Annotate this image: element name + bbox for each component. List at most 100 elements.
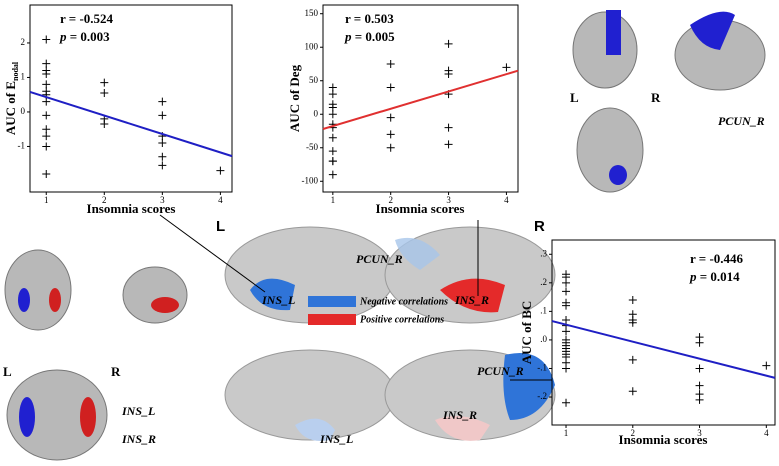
y-tick-label: -1 [18, 141, 26, 151]
data-point [444, 70, 453, 79]
x-tick-label: 1 [44, 195, 49, 205]
legend-label: Positive correlations [360, 314, 444, 325]
data-point [100, 78, 109, 87]
x-tick-label: 2 [631, 428, 636, 438]
r-value: r = 0.503 [345, 11, 394, 26]
hemi-label: R [111, 364, 121, 379]
x-tick-label: 1 [564, 428, 569, 438]
region-label: INS_R [442, 408, 477, 422]
data-point [42, 111, 51, 120]
plot-frame [29, 4, 233, 193]
data-point [628, 387, 637, 396]
p-text: = 0.003 [67, 29, 111, 44]
hemi-label: R [651, 90, 661, 105]
region-label: INS_R [121, 432, 156, 446]
data-point [42, 80, 51, 89]
y-tick-label: 2 [21, 37, 26, 47]
data-point [216, 166, 225, 175]
data-point [562, 287, 571, 296]
region-label: INS_L [261, 293, 295, 307]
p-text: = 0.005 [352, 29, 396, 44]
x-tick-label: 2 [102, 195, 107, 205]
data-point [762, 361, 771, 370]
x-tick-label: 2 [388, 195, 393, 205]
y-axis-label-main: AUC of E [3, 81, 18, 135]
region-label: PCUN_R [718, 114, 765, 128]
data-point [158, 161, 167, 170]
p-symbol: p [689, 269, 697, 284]
data-point [502, 63, 511, 72]
region-label: INS_L [121, 404, 155, 418]
data-point [562, 278, 571, 287]
y-tick-label: .2 [540, 277, 547, 287]
data-point [158, 139, 167, 148]
p-value: p = 0.005 [344, 29, 395, 44]
data-point [562, 398, 571, 407]
data-point [695, 364, 704, 373]
data-point [444, 140, 453, 149]
data-point [695, 381, 704, 390]
data-point [562, 301, 571, 310]
data-point [386, 83, 395, 92]
y-tick-label: -100 [302, 175, 319, 185]
y-tick-label: -.1 [537, 363, 547, 373]
y-axis-label: AUC of Deg [287, 64, 302, 132]
data-point [328, 103, 337, 112]
brain-labels: L R PCUN_R INS_L INS_R Negative correlat… [3, 90, 765, 446]
y-tick-label: 50 [309, 75, 319, 85]
x-tick-label: 1 [331, 195, 336, 205]
fit-line [29, 90, 233, 158]
data-point [328, 133, 337, 142]
y-tick-label: -.2 [537, 391, 547, 401]
p-value: p = 0.003 [59, 29, 110, 44]
y-tick-label: .0 [540, 334, 547, 344]
data-point [628, 355, 637, 364]
y-tick-label: 0 [21, 106, 26, 116]
r-value: r = -0.524 [60, 11, 114, 26]
data-point [42, 97, 51, 106]
data-point [562, 364, 571, 373]
x-tick-label: 4 [764, 428, 769, 438]
data-point [562, 327, 571, 336]
fit-line [551, 320, 776, 379]
hemi-label: L [570, 90, 579, 105]
data-point [386, 113, 395, 122]
data-point [100, 88, 109, 97]
data-point [42, 142, 51, 151]
data-point [328, 157, 337, 166]
x-axis-label: Insomnia scores [87, 201, 176, 216]
data-point [386, 59, 395, 68]
hemi-label: L [216, 218, 225, 235]
y-tick-label: .1 [540, 305, 547, 315]
data-point [386, 130, 395, 139]
hemi-label: L [3, 364, 12, 379]
data-point [42, 132, 51, 141]
hemi-label: R [534, 218, 545, 235]
data-point [628, 295, 637, 304]
x-axis-label: Insomnia scores [619, 432, 708, 447]
y-tick-label: -50 [306, 142, 318, 152]
data-point [328, 90, 337, 99]
data-point [158, 152, 167, 161]
data-point [42, 170, 51, 179]
x-tick-label: 3 [697, 428, 702, 438]
legend-label: Negative correlations [359, 296, 448, 307]
p-text: = 0.014 [697, 269, 741, 284]
plot-frame [551, 239, 776, 426]
region-label: PCUN_R [356, 252, 403, 266]
region-label: INS_R [454, 293, 489, 307]
data-point [100, 120, 109, 129]
p-value: p = 0.014 [689, 269, 740, 284]
y-axis-label-main: AUC of BC [519, 301, 534, 365]
data-point [695, 395, 704, 404]
y-axis-label-sub: nodal [11, 61, 20, 81]
data-point [328, 170, 337, 179]
region-label: PCUN_R [477, 364, 524, 378]
y-tick-label: 150 [305, 8, 319, 18]
y-tick-label: 0 [314, 108, 319, 118]
fit-line [322, 69, 519, 130]
x-tick-label: 4 [218, 195, 223, 205]
data-point [42, 70, 51, 79]
r-value: r = -0.446 [690, 251, 744, 266]
